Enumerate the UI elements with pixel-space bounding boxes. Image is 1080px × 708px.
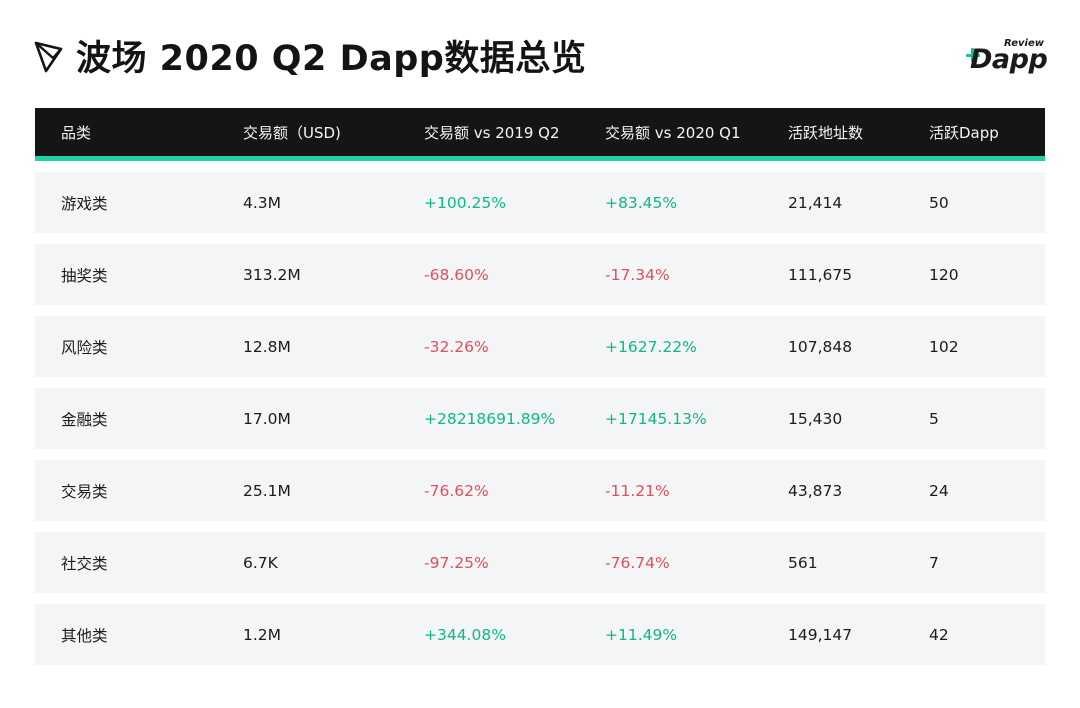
- dapp-overview-table: 品类 交易额（USD) 交易额 vs 2019 Q2 交易额 vs 2020 Q…: [35, 108, 1045, 665]
- cell-vs-2019q2: -68.60%: [424, 265, 489, 284]
- column-header-volume: 交易额（USD): [243, 123, 341, 142]
- cell-vs-2019q2: +28218691.89%: [424, 409, 556, 428]
- cell-active-addresses: 21,414: [788, 193, 843, 212]
- cell-vs-2019q2: -76.62%: [424, 481, 489, 500]
- cell-vs-2020q1: +17145.13%: [605, 409, 707, 428]
- cell-vs-2020q1: +11.49%: [605, 625, 678, 644]
- cell-active-addresses: 107,848: [788, 337, 853, 356]
- cell-vs-2019q2: +100.25%: [424, 193, 506, 212]
- cell-vs-2020q1: +83.45%: [605, 193, 678, 212]
- table-row: 其他类 1.2M +344.08% +11.49% 149,147 42: [35, 604, 1045, 665]
- column-header-vs-2020q1: 交易额 vs 2020 Q1: [605, 123, 741, 142]
- table-row: 游戏类 4.3M +100.25% +83.45% 21,414 50: [35, 172, 1045, 233]
- cell-category: 其他类: [61, 626, 108, 645]
- cell-active-addresses: 15,430: [788, 409, 843, 428]
- cell-category: 金融类: [61, 410, 108, 429]
- cell-active-dapps: 24: [929, 481, 949, 500]
- cell-active-addresses: 149,147: [788, 625, 853, 644]
- cell-category: 风险类: [61, 338, 108, 357]
- brand-dapp-label: Dapp: [970, 44, 1048, 75]
- cell-category: 交易类: [61, 482, 108, 501]
- brand-review-label: Review: [1004, 38, 1044, 49]
- cell-category: 游戏类: [61, 194, 108, 213]
- brand-accent-bar: [971, 48, 974, 62]
- column-header-vs-2019q2: 交易额 vs 2019 Q2: [424, 123, 560, 142]
- cell-volume: 12.8M: [243, 337, 291, 356]
- cell-active-dapps: 102: [929, 337, 959, 356]
- cell-active-dapps: 5: [929, 409, 939, 428]
- table-header-row: 品类 交易额（USD) 交易额 vs 2019 Q2 交易额 vs 2020 Q…: [35, 108, 1045, 161]
- page-header: 波场 2020 Q2 Dapp数据总览 Review Dapp: [0, 0, 1080, 100]
- cell-active-dapps: 120: [929, 265, 959, 284]
- cell-active-dapps: 50: [929, 193, 949, 212]
- cell-vs-2020q1: -17.34%: [605, 265, 670, 284]
- cell-vs-2020q1: -76.74%: [605, 553, 670, 572]
- cell-volume: 4.3M: [243, 193, 282, 212]
- column-header-category: 品类: [61, 123, 92, 142]
- dapp-review-logo: Review Dapp: [966, 36, 1050, 80]
- cell-active-addresses: 111,675: [788, 265, 853, 284]
- cell-vs-2020q1: +1627.22%: [605, 337, 697, 356]
- cell-volume: 17.0M: [243, 409, 291, 428]
- table-row: 金融类 17.0M +28218691.89% +17145.13% 15,43…: [35, 388, 1045, 449]
- cell-volume: 6.7K: [243, 553, 278, 572]
- cell-vs-2019q2: -97.25%: [424, 553, 489, 572]
- table-row: 风险类 12.8M -32.26% +1627.22% 107,848 102: [35, 316, 1045, 377]
- table-row: 抽奖类 313.2M -68.60% -17.34% 111,675 120: [35, 244, 1045, 305]
- cell-vs-2019q2: +344.08%: [424, 625, 506, 644]
- table-row: 社交类 6.7K -97.25% -76.74% 561 7: [35, 532, 1045, 593]
- cell-category: 抽奖类: [61, 266, 108, 285]
- page-title: 波场 2020 Q2 Dapp数据总览: [76, 39, 587, 79]
- cell-vs-2020q1: -11.21%: [605, 481, 670, 500]
- cell-active-dapps: 7: [929, 553, 939, 572]
- cell-vs-2019q2: -32.26%: [424, 337, 489, 356]
- cell-active-dapps: 42: [929, 625, 949, 644]
- cell-volume: 313.2M: [243, 265, 301, 284]
- cell-volume: 25.1M: [243, 481, 291, 500]
- cell-volume: 1.2M: [243, 625, 282, 644]
- cell-active-addresses: 561: [788, 553, 818, 572]
- tron-logo-icon: [34, 41, 63, 73]
- cell-active-addresses: 43,873: [788, 481, 843, 500]
- cell-category: 社交类: [61, 554, 108, 573]
- table-row: 交易类 25.1M -76.62% -11.21% 43,873 24: [35, 460, 1045, 521]
- column-header-active-addresses: 活跃地址数: [788, 123, 864, 142]
- column-header-active-dapps: 活跃Dapp: [929, 123, 999, 142]
